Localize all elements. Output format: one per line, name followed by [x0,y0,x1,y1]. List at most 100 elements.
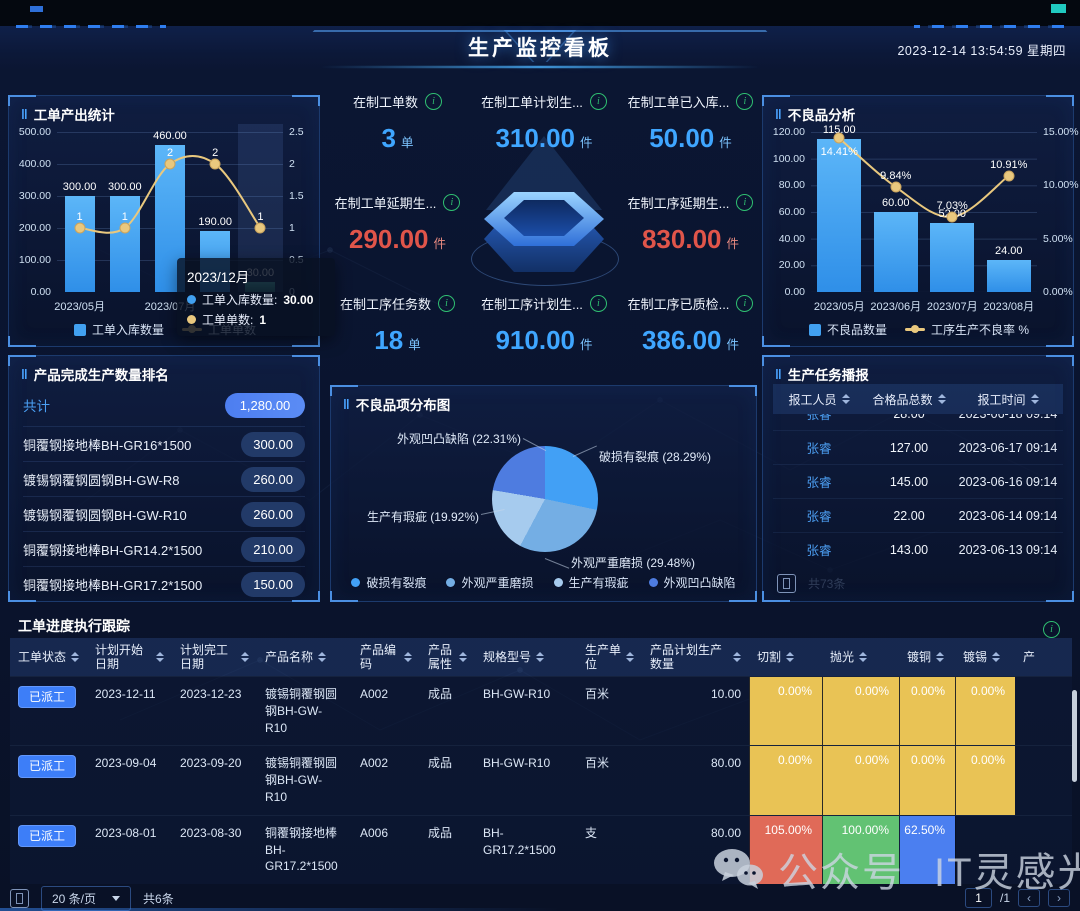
bottom-glow-line [0,908,560,911]
status-cell: 已派工 [10,816,87,884]
pie-legend-item[interactable]: 破损有裂痕 [351,574,426,591]
tracking-column-header[interactable]: 规格型号 [475,638,577,676]
list-item[interactable]: 镀锡钢覆钢圆钢BH-GW-R10 260.00 [23,496,305,531]
line-point [164,158,176,170]
page-settings-icon[interactable] [10,888,29,908]
bar[interactable] [986,260,1031,292]
sort-icon [71,652,79,662]
tracking-column-header[interactable]: 产品名称 [257,638,352,676]
tracking-column-header[interactable]: 镀铜 [899,638,955,676]
report-column-header[interactable]: 报工人员 [773,391,865,408]
table-row[interactable]: 已派工 2023-08-01 2023-08-30 铜覆钢接地棒BH-GR17.2*1… [10,814,1072,884]
bar[interactable] [64,196,95,292]
line-point [946,211,958,223]
tracking-column-header[interactable]: 产品计划生产数量 [642,638,749,676]
legend-item-line[interactable]: 工序生产不良率 % [905,321,1029,338]
kpi-card-proc-inspected: 在制工序已质检... 386.00件 [619,294,762,356]
kpi-card-wip-orders: 在制工单数 3单 [326,92,469,154]
panel-title-workorder-output: 工单产出统计 [21,104,115,124]
prev-page-button[interactable] [1018,889,1040,907]
kpi-label: 在制工序任务数 [339,297,431,312]
tracking-column-header[interactable]: 镀锡 [955,638,1015,676]
tracking-table-body: 已派工 2023-12-11 2023-12-23 镀锡铜覆钢圆钢BH-GW-R10 A… [10,676,1072,884]
bar[interactable] [873,212,918,292]
sort-icon [992,652,1001,662]
tracking-column-header[interactable]: 产品编码 [352,638,420,676]
list-item[interactable]: 铜覆钢接地棒BH-GR14.2*1500 210.00 [23,531,305,566]
info-icon[interactable] [736,93,754,110]
top-strip [0,0,1080,26]
pie-legend-item[interactable]: 外观凹凸缺陷 [648,574,736,591]
panel-title-ranking: 产品完成生产数量排名 [21,364,169,384]
product-name: 铜覆钢接地棒BH-GR14.2*1500 [23,542,203,558]
product-attr: 成品 [428,687,453,701]
info-icon[interactable] [438,295,455,312]
table-row[interactable]: 已派工 2023-09-04 2023-09-20 镀锡铜覆钢圆钢BH-GW-R10 A… [10,745,1072,815]
list-item[interactable]: 铜覆钢接地棒BH-GR17.2*1500 150.00 [23,566,305,601]
product-code: A002 [360,687,389,701]
ranking-total-value: 1,280.00 [225,392,305,418]
line-value-label: 1 [121,211,128,223]
production-unit: 百米 [585,756,610,771]
reporter-name: 张睿 [806,544,832,558]
tracking-table-header: 工单状态 计划开始日期 计划完工日期 产品名称 产品编码 产品属性 规格型号 生产单位 产品计划… [10,638,1072,676]
list-item[interactable]: 铜覆钢接地棒BH-GR16*1500 300.00 [23,426,305,461]
legend-dot [648,578,658,587]
list-item[interactable]: 镀锡钢覆钢圆钢BH-GW-R8 260.00 [23,461,305,496]
table-row[interactable]: 已派工 2023-12-11 2023-12-23 镀锡铜覆钢圆钢BH-GW-R10 A… [10,676,1072,746]
x-axis-labels: 2023/05月 2023/06月 2023/07月 2023/08月 [813,301,1035,313]
tracking-column-header[interactable]: 切割 [749,638,822,676]
line-point [119,222,131,234]
tracking-column-header[interactable]: 抛光 [822,638,899,676]
table-row[interactable]: 张睿 127.00 2023-06-17 09:14 [773,431,1063,465]
info-icon[interactable] [589,295,607,312]
table-scrollbar[interactable] [1072,690,1077,782]
pie-legend-item[interactable]: 外观严重磨损 [446,574,534,591]
pie-chart[interactable] [492,446,598,552]
tracking-info[interactable] [1043,619,1060,638]
table-row[interactable]: 张睿 143.00 2023-06-13 09:14 [773,533,1063,566]
pie-legend-item[interactable]: 生产有瑕疵 [553,574,629,591]
legend-bar-marker [73,323,86,336]
page-size-select[interactable]: 20 条/页 [41,885,132,911]
plan-end-date: 2023-08-30 [180,825,242,840]
title-marker-icon [21,107,28,122]
legend-item-bar[interactable]: 工单入库数量 [73,321,164,338]
info-icon[interactable] [589,93,607,110]
info-icon[interactable] [1043,621,1060,638]
info-icon[interactable] [443,194,461,211]
pagination-icon[interactable] [777,574,796,593]
bar[interactable] [930,222,975,292]
tracking-column-header[interactable]: 计划开始日期 [87,638,172,676]
product-attr: 成品 [428,756,453,771]
row-filler [1015,816,1072,884]
kpi-value: 50.00 件 [649,123,732,153]
report-column-header[interactable]: 报工时间 [953,391,1063,408]
product-name: 铜覆钢接地棒BH-GR17.2*1500 [23,577,203,593]
table-row[interactable]: 张睿 22.00 2023-06-14 09:14 [773,499,1063,533]
table-row[interactable]: 张睿 145.00 2023-06-16 09:14 [773,465,1063,499]
page-number-box[interactable]: 1 [965,888,992,908]
tracking-column-header[interactable]: 工单状态 [10,638,87,676]
info-icon[interactable] [736,194,754,211]
sort-icon [1030,394,1039,404]
kpi-value: 830.00 件 [641,224,740,254]
product-name: 镀锡铜覆钢圆钢BH-GW-R10 [265,687,338,735]
bar[interactable] [817,138,862,292]
info-icon[interactable] [736,295,754,312]
tracking-column-header[interactable]: 计划完工日期 [172,638,257,676]
qualified-count: 28.00 [865,414,953,421]
reporter-name: 张睿 [806,510,832,524]
next-page-button[interactable] [1048,889,1070,907]
tracking-column-header-partial[interactable]: 产 [1023,649,1036,664]
bar[interactable] [109,196,140,292]
tracking-column-header[interactable]: 生产单位 [577,638,642,676]
report-column-header[interactable]: 合格品总数 [865,391,953,408]
tracking-column-header[interactable]: 产品属性 [420,638,475,676]
legend-item-bar[interactable]: 不良品数量 [808,321,887,338]
hexagon-graphic [469,136,619,294]
info-icon[interactable] [425,93,442,110]
kpi-zone: 在制工单数 3单 在制工单计划生... 310.00件 在制工单已入库... 5… [326,92,762,356]
